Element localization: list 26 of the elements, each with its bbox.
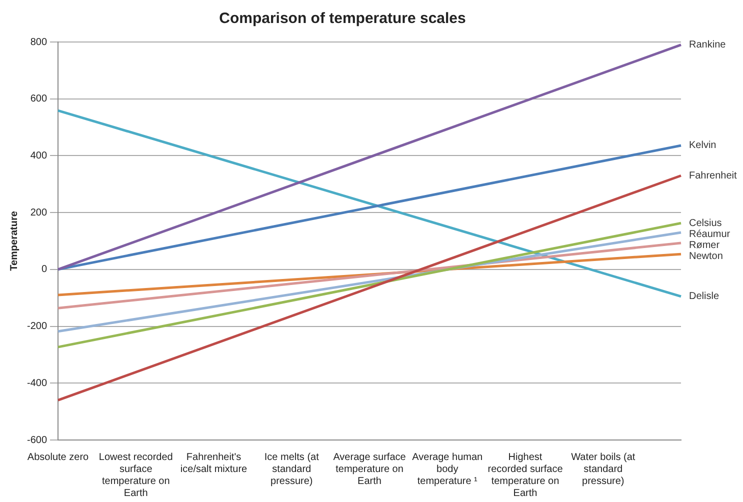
x-tick-label: Lowest recorded surface temperature on Earth	[98, 452, 173, 499]
x-tick-label: Absolute zero	[27, 452, 90, 463]
y-tick-label: 600	[30, 94, 48, 105]
x-tick-label: Fahrenheit's ice/salt mixture	[180, 452, 248, 475]
x-tick-label: Highest recorded surface temperature on Earth	[488, 452, 564, 499]
y-tick-label: 200	[30, 207, 48, 218]
series-label: Celsius	[689, 218, 722, 229]
y-tick-label: 0	[41, 264, 48, 276]
series-label: Rankine	[689, 40, 726, 51]
series-label: Rømer	[689, 240, 720, 251]
x-tick-label: Average human body temperature ¹	[412, 452, 483, 487]
x-tick-label: Water boils (at standard pressure)	[571, 452, 636, 487]
series-label: Réaumur	[689, 228, 731, 240]
y-tick-label: 800	[30, 36, 48, 48]
y-tick-label: 400	[30, 150, 48, 162]
series-label: Delisle	[689, 291, 720, 302]
series-label: Kelvin	[689, 140, 716, 152]
y-tick-label: -400	[27, 378, 48, 389]
chart-title: Comparison of temperature scales	[219, 10, 466, 28]
y-tick-label: -600	[27, 434, 48, 446]
x-tick-label: Average surface temperature on Earth	[333, 452, 406, 487]
y-axis-title: Temperature	[8, 210, 20, 271]
y-tick-label: -200	[27, 321, 48, 332]
series-label: Newton	[689, 250, 723, 262]
series-label: Fahrenheit	[689, 170, 738, 182]
x-tick-label: Ice melts (at standard pressure)	[264, 452, 320, 487]
